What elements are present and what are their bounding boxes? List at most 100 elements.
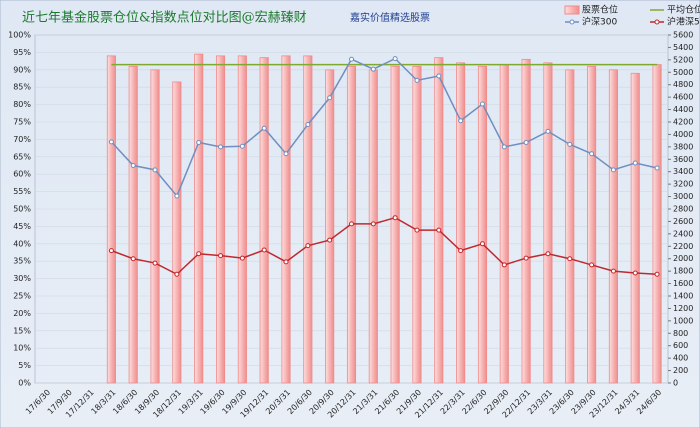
y-tick-label: 0% [18,379,31,388]
point [130,256,136,262]
bar [172,81,182,384]
y2-tick-label: 1000 [673,316,693,325]
y2-tick-label: 3800 [673,142,693,151]
y2-tick-label: 1800 [673,267,693,276]
y-tick-label: 90% [13,65,31,74]
point [349,56,354,62]
point [239,143,245,149]
point [610,268,616,274]
y-tick-label: 30% [13,274,31,283]
y2-tick-label: 0 [673,379,678,388]
bar [106,55,116,384]
y-tick-label: 55% [13,187,31,196]
bar [543,62,553,384]
point [239,255,245,261]
point [501,262,507,268]
bar [303,55,313,384]
point [392,215,398,221]
point [545,128,551,134]
y-tick-label: 50% [13,205,31,214]
y2-tick-label: 4800 [673,80,693,89]
point [196,140,202,146]
bar [477,65,488,384]
point [174,193,180,199]
y-tick-label: 70% [13,135,31,144]
y2-tick-label: 600 [673,341,688,350]
bar [412,65,422,384]
bar [456,62,466,384]
y-tick-label: 10% [13,344,31,353]
y2-tick-label: 1600 [673,279,693,288]
y2-tick-label: 3000 [673,192,693,201]
point [589,151,595,157]
point [567,141,573,147]
y2-tick-label: 4400 [673,105,693,114]
point [327,95,333,101]
legend-swatch [564,5,580,15]
point [414,227,420,233]
bar [194,53,204,384]
y2-tick-label: 2200 [673,242,693,251]
y2-tick-label: 800 [673,329,688,338]
bar [499,64,509,384]
y-tick-label: 80% [13,100,31,109]
point [479,101,485,107]
y2-tick-label: 4000 [673,130,693,139]
point [305,121,311,127]
point [610,167,616,173]
series-line [111,216,658,276]
y-tick-label: 15% [13,326,31,335]
legend-marker [569,19,575,25]
point [370,66,376,72]
point [370,221,376,227]
y2-tick-label: 2600 [673,217,693,226]
y2-tick-label: 3400 [673,167,693,176]
bar [237,55,247,384]
point [349,221,354,227]
y2-tick-label: 3600 [673,155,693,164]
bar [128,65,138,384]
legend-label: 沪深300 [582,16,617,28]
chart-subtitle: 嘉实价值精选股票 [350,11,430,24]
y2-tick-label: 5600 [673,31,693,40]
point [152,260,158,266]
bar [434,57,444,384]
y-tick-label: 25% [13,292,31,301]
bar [150,69,160,384]
y-tick-label: 60% [13,170,31,179]
point [196,251,202,257]
point [523,140,529,146]
y2-tick-label: 3200 [673,180,693,189]
point [152,167,158,173]
point [567,256,573,262]
y-tick-label: 75% [13,118,31,127]
bar [652,64,662,384]
y2-tick-label: 5400 [673,43,693,52]
point [305,243,311,249]
y-tick-label: 35% [13,257,31,266]
point [523,255,529,261]
y-tick-label: 40% [13,239,31,248]
bar [215,55,226,384]
y2-tick-label: 1400 [673,292,693,301]
point [261,247,267,253]
y2-tick-label: 1200 [673,304,693,313]
y2-tick-label: 2800 [673,205,693,214]
point [479,241,485,247]
point [632,270,638,276]
point [108,139,114,145]
bar [390,65,400,384]
point [108,248,114,254]
point [436,227,442,233]
bar [281,55,291,384]
y-tick-label: 85% [13,83,31,92]
y-tick-label: 100% [8,31,31,40]
bar [325,69,335,384]
y2-tick-label: 2000 [673,254,693,263]
point [392,56,398,62]
point [501,144,507,150]
point [654,271,660,277]
y-tick-label: 5% [18,361,31,370]
bar [608,69,618,384]
